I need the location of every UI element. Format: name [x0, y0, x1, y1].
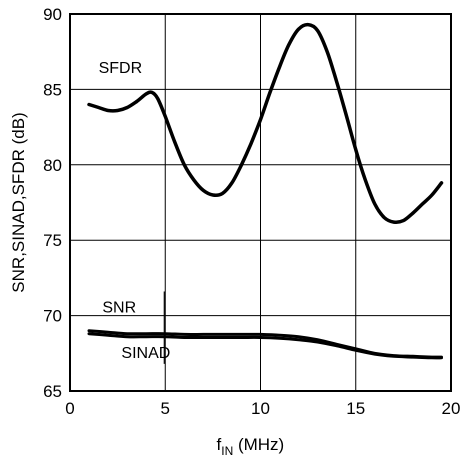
y-tick-label: 70	[43, 307, 62, 326]
y-tick-label: 65	[43, 382, 62, 401]
series-line-sfdr	[87, 22, 444, 225]
x-axis-label-main: f	[217, 435, 222, 454]
plot-frame	[69, 13, 452, 392]
series-line-sinad	[87, 332, 443, 360]
x-axis-label-subscript: IN	[221, 444, 233, 458]
x-tick-label: 20	[442, 399, 461, 418]
x-axis-label: fIN (MHz)	[217, 435, 285, 458]
x-tick-label: 0	[65, 399, 74, 418]
x-tick-label: 5	[161, 399, 170, 418]
y-tick-label: 75	[43, 231, 62, 250]
grid	[70, 14, 451, 391]
x-tick-label: 15	[346, 399, 365, 418]
y-axis-label: SNR,SINAD,SFDR (dB)	[9, 112, 28, 292]
series-label-sinad: SINAD	[121, 345, 170, 362]
y-tick-label: 80	[43, 156, 62, 175]
tick-labels: 0 5 10 15 20 65 70 75 80 85 90	[43, 5, 460, 418]
x-axis-label-unit: (MHz)	[233, 435, 284, 454]
series-lines	[87, 22, 444, 364]
series-label-snr: SNR	[102, 300, 136, 317]
series-label-sfdr: SFDR	[99, 60, 143, 77]
y-tick-label: 85	[43, 80, 62, 99]
y-tick-label: 90	[43, 5, 62, 24]
x-tick-label: 10	[251, 399, 270, 418]
